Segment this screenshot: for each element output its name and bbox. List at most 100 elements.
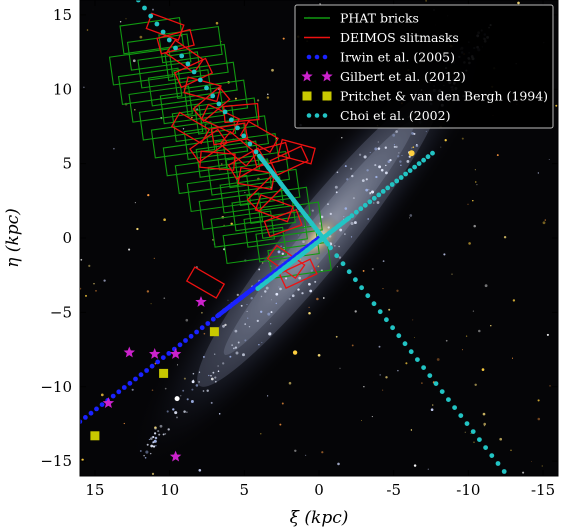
disk-star	[198, 381, 200, 383]
field-star	[511, 357, 514, 359]
data-point	[483, 445, 488, 450]
disk-star	[268, 332, 272, 336]
field-star	[317, 353, 321, 357]
field-star	[396, 289, 399, 292]
disk-star	[384, 146, 387, 149]
disk-star	[372, 191, 375, 193]
deimos-slitmask	[277, 138, 316, 165]
disk-star	[425, 130, 427, 133]
field-star	[473, 441, 475, 443]
deimos-slitmask	[199, 150, 236, 171]
data-point	[241, 133, 247, 139]
disk-star	[397, 155, 400, 158]
data-point	[133, 376, 138, 382]
disk-star	[149, 452, 152, 455]
field-star	[468, 242, 471, 245]
dense-segment	[215, 235, 322, 319]
disk-star	[265, 286, 269, 290]
disk-star	[297, 288, 300, 291]
field-star	[147, 193, 150, 197]
disk-star	[191, 380, 195, 384]
disk-star	[250, 297, 253, 300]
data-point	[61, 432, 66, 437]
phat-brick	[235, 168, 301, 207]
disk-star	[246, 310, 248, 312]
disk-star	[377, 147, 381, 150]
y-tick-label: 10	[53, 80, 72, 98]
disk-star	[358, 153, 362, 156]
x-axis-label: ξ (kpc)	[290, 508, 349, 528]
disk-star	[335, 191, 338, 194]
disk-star	[373, 202, 375, 204]
data-point	[358, 206, 364, 212]
field-star	[232, 137, 234, 139]
disk-star	[222, 362, 225, 365]
legend-dot	[306, 54, 312, 60]
field-star	[382, 260, 385, 262]
data-point	[204, 85, 209, 91]
field-star	[308, 306, 310, 309]
field-star	[185, 318, 189, 322]
field-star	[412, 319, 414, 321]
data-point	[80, 419, 83, 425]
deimos-slitmask	[269, 145, 309, 176]
data-point	[446, 397, 451, 402]
disk-star	[234, 329, 238, 333]
deimos-slitmask	[254, 194, 294, 223]
field-star	[475, 181, 477, 183]
disk-star	[366, 169, 369, 172]
data-point	[501, 469, 507, 474]
disk-star	[182, 389, 185, 392]
disk-star	[270, 299, 272, 301]
disk-star	[344, 207, 348, 210]
field-star	[215, 21, 219, 25]
disk-star	[246, 303, 248, 306]
disk-star	[393, 145, 396, 148]
data-point	[135, 0, 141, 3]
field-star	[224, 323, 227, 327]
disk-star	[392, 133, 396, 137]
data-point	[90, 431, 100, 441]
field-star	[431, 404, 434, 406]
disk-star	[180, 395, 182, 397]
field-star	[451, 273, 453, 275]
disk-star	[278, 286, 280, 288]
disk-star	[336, 171, 339, 174]
disk-star	[399, 160, 402, 163]
disk-star	[350, 221, 354, 226]
disk-star	[261, 341, 263, 344]
disk-star	[395, 130, 398, 133]
field-star	[510, 449, 512, 452]
field-star	[382, 288, 384, 290]
phat-brick	[210, 210, 276, 248]
data-point	[425, 154, 431, 160]
field-star	[234, 97, 237, 100]
disk-star	[258, 268, 261, 271]
field-star	[555, 104, 558, 107]
data-point	[394, 178, 400, 184]
field-star	[472, 310, 475, 312]
deimos-slitmask	[156, 28, 195, 55]
data-point	[328, 245, 333, 251]
disk-star	[368, 189, 370, 191]
y-tick-label: −15	[40, 452, 72, 470]
field-star	[482, 412, 486, 416]
field-star	[119, 21, 122, 23]
deimos-slitmask	[237, 166, 276, 191]
field-star	[304, 454, 307, 457]
disk-star	[320, 215, 324, 219]
disk-star	[309, 289, 313, 293]
disk-star	[395, 145, 398, 149]
disk-star	[167, 428, 170, 431]
disk-star	[275, 292, 279, 296]
disk-star	[235, 351, 239, 355]
field-star	[321, 451, 324, 454]
field-star	[413, 464, 417, 467]
field-star	[261, 262, 264, 264]
field-star	[388, 308, 391, 311]
x-tick-label: -10	[456, 481, 480, 499]
x-tick-label: 0	[314, 481, 324, 499]
disk-star	[152, 441, 155, 443]
deimos-slitmask	[222, 102, 260, 124]
data-point	[470, 429, 476, 434]
